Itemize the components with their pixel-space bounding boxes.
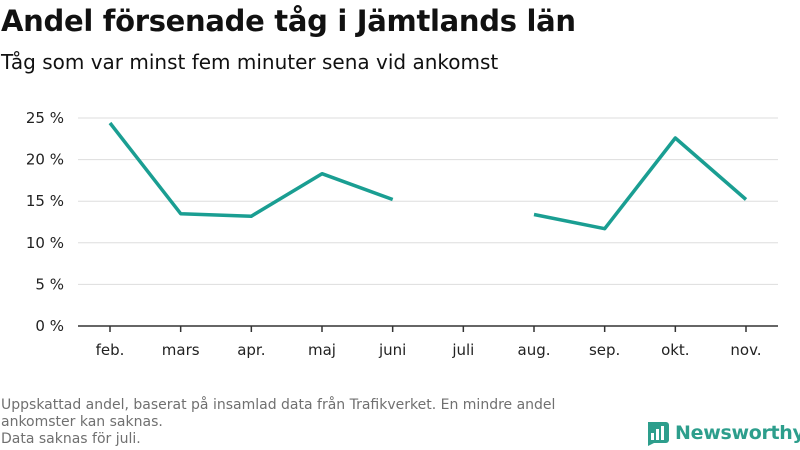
x-tick-label: sep. bbox=[589, 341, 620, 359]
gridlines bbox=[78, 117, 778, 285]
footer-line-1: Uppskattad andel, baserat på insamlad da… bbox=[1, 397, 556, 413]
footer-note: Uppskattad andel, baserat på insamlad da… bbox=[1, 397, 641, 448]
brand-name: Newsworthy bbox=[675, 422, 800, 444]
series-lines bbox=[108, 121, 748, 231]
bar-chart-logo-icon bbox=[648, 422, 669, 446]
x-tick-label: aug. bbox=[518, 341, 551, 359]
chart-title: Andel försenade tåg i Jämtlands län bbox=[1, 4, 576, 38]
series-line bbox=[108, 121, 394, 218]
y-tick-label: 0 % bbox=[35, 317, 64, 335]
y-axis-ticks: 0 % 5 % 10 % 15 % 20 % 25 % bbox=[26, 109, 64, 335]
newsworthy-logo: Newsworthy bbox=[644, 420, 800, 446]
x-tick-label: nov. bbox=[730, 341, 761, 359]
x-tick-label: feb. bbox=[96, 341, 125, 359]
x-tick-label: juli bbox=[451, 341, 474, 359]
y-tick-label: 5 % bbox=[35, 275, 64, 293]
y-tick-label: 25 % bbox=[26, 109, 64, 127]
y-tick-label: 20 % bbox=[26, 151, 64, 169]
x-tick-label: okt. bbox=[661, 341, 690, 359]
y-tick-label: 15 % bbox=[26, 192, 64, 210]
x-axis: feb. mars apr. maj juni juli aug. sep. okt. nov. bbox=[78, 325, 778, 359]
x-tick-label: apr. bbox=[237, 341, 265, 359]
series-line bbox=[533, 136, 748, 231]
footer-line-3: Data saknas för juli. bbox=[1, 431, 141, 447]
footer-line-2: ankomster kan saknas. bbox=[1, 414, 163, 430]
x-tick-label: juni bbox=[378, 341, 406, 359]
x-tick-label: mars bbox=[162, 341, 200, 359]
y-tick-label: 10 % bbox=[26, 234, 64, 252]
chart-subtitle: Tåg som var minst fem minuter sena vid a… bbox=[1, 50, 499, 74]
x-tick-label: maj bbox=[308, 341, 336, 359]
